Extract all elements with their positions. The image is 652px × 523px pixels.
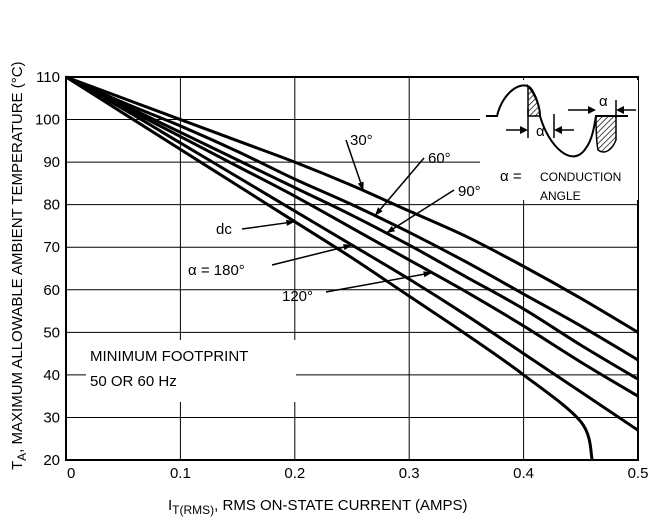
x-tick-label: 0 bbox=[67, 465, 75, 482]
x-tick-label: 0.1 bbox=[170, 465, 191, 482]
series-label-1: 60° bbox=[428, 150, 451, 167]
series-label-0: 30° bbox=[350, 132, 373, 149]
callout-line-2 bbox=[385, 189, 455, 234]
series-line-3 bbox=[65, 75, 639, 398]
series-line-1 bbox=[65, 75, 639, 362]
plot-frame bbox=[65, 76, 639, 461]
x-axis-title-suffix: , RMS ON-STATE CURRENT (AMPS) bbox=[214, 497, 467, 514]
x-axis-title-prefix: I bbox=[168, 497, 172, 514]
series-label-3: 120° bbox=[282, 288, 313, 305]
x-axis-title: IT(RMS), RMS ON-STATE CURRENT (AMPS) bbox=[168, 497, 468, 517]
alpha-definition: α = bbox=[500, 168, 522, 185]
series-label-4: α = 180° bbox=[188, 262, 245, 279]
y-tick-label: 100 bbox=[35, 112, 60, 129]
x-tick-label: 0.4 bbox=[513, 465, 534, 482]
y-tick-label: 80 bbox=[43, 197, 60, 214]
y-tick-labels: 20 30 40 50 60 70 80 90 100 110 bbox=[35, 69, 60, 469]
x-tick-label: 0.5 bbox=[628, 465, 649, 482]
frequency-label: 50 OR 60 Hz bbox=[90, 373, 177, 390]
y-tick-label: 20 bbox=[43, 452, 60, 469]
y-axis-title-subscript: A bbox=[15, 453, 29, 461]
callout-line-1 bbox=[374, 157, 425, 217]
callout-line-4 bbox=[271, 244, 353, 266]
conduction-angle-waveform-icon bbox=[480, 80, 638, 200]
x-tick-labels: 0 0.1 0.2 0.3 0.4 0.5 bbox=[67, 465, 648, 482]
series-line-2 bbox=[65, 75, 639, 381]
alpha-symbol-2: α bbox=[599, 93, 608, 110]
y-tick-label: 60 bbox=[43, 282, 60, 299]
y-axis-title-suffix: , MAXIMUM ALLOWABLE AMBIENT TEMPERATURE … bbox=[9, 61, 26, 452]
callout-arrow-3 bbox=[423, 271, 433, 278]
callout-arrow-5 bbox=[286, 219, 295, 226]
series-callouts: 30° 60° 90° 120° α = 180° dc bbox=[188, 132, 481, 305]
callout-line-0 bbox=[345, 139, 365, 191]
series-line-4 bbox=[65, 75, 639, 432]
y-tick-label: 90 bbox=[43, 154, 60, 171]
footprint-label: MINIMUM FOOTPRINT bbox=[90, 348, 248, 365]
y-tick-label: 110 bbox=[36, 69, 60, 86]
y-axis-title: TA, MAXIMUM ALLOWABLE AMBIENT TEMPERATUR… bbox=[9, 61, 29, 470]
series-label-2: 90° bbox=[458, 183, 481, 200]
footprint-box-bg bbox=[86, 340, 296, 402]
series-label-5: dc bbox=[216, 221, 232, 238]
callout-arrow-1 bbox=[374, 207, 383, 216]
x-axis-title-subscript: T(RMS) bbox=[172, 503, 214, 517]
callout-line-3 bbox=[325, 272, 433, 293]
alpha-symbol-1: α bbox=[536, 123, 545, 140]
conduction-label: CONDUCTION bbox=[540, 170, 621, 184]
callout-arrow-2 bbox=[386, 226, 396, 234]
series-line-5 bbox=[65, 75, 594, 461]
curves bbox=[65, 75, 639, 461]
x-tick-label: 0.3 bbox=[399, 465, 420, 482]
y-axis-title-prefix: T bbox=[9, 461, 26, 470]
x-tick-label: 0.2 bbox=[284, 465, 305, 482]
callout-line-5 bbox=[241, 220, 295, 230]
y-tick-label: 40 bbox=[43, 367, 60, 384]
y-tick-label: 70 bbox=[43, 239, 60, 256]
y-tick-label: 50 bbox=[43, 324, 60, 341]
y-tick-label: 30 bbox=[43, 409, 60, 426]
series-line-0 bbox=[65, 75, 639, 334]
callout-arrow-4 bbox=[343, 244, 352, 251]
angle-label: ANGLE bbox=[540, 189, 581, 203]
callout-arrow-0 bbox=[357, 181, 364, 191]
